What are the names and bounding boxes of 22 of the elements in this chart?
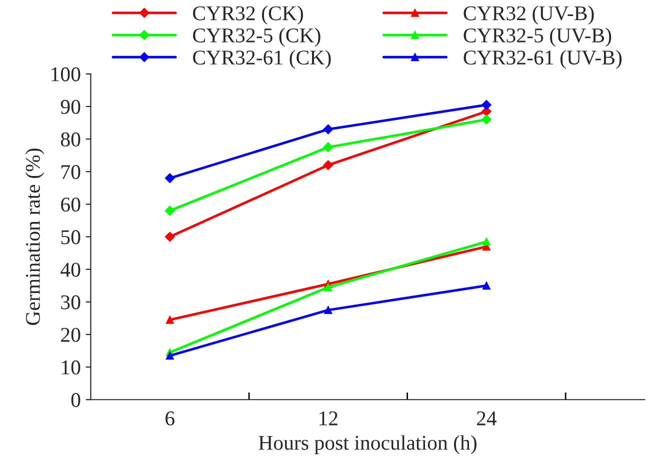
y-tick-label: 50	[61, 230, 80, 244]
y-tick-label: 70	[62, 165, 80, 180]
x-tick-label: 6	[166, 411, 174, 426]
y-axis-title: Germination rate (%)	[25, 148, 44, 325]
legend-label: CYR32 (UV-B)	[464, 6, 594, 25]
y-tick-label: 100	[52, 67, 80, 82]
y-tick-label: 20	[61, 328, 80, 342]
y-tick-label: 0	[71, 393, 80, 408]
y-tick-label: 90	[60, 100, 80, 114]
y-tick-label: 80	[60, 132, 80, 146]
y-tick-label: 60	[61, 198, 80, 212]
legend-label: CYR32-61 (UV-B)	[464, 50, 622, 69]
legend-label: CYR32-5 (UV-B)	[464, 28, 612, 47]
legend-label: CYR32-5 (CK)	[193, 28, 320, 47]
legend-label: CYR32 (CK)	[193, 6, 303, 25]
y-tick-label: 40	[60, 262, 80, 277]
x-tick-label: 24	[476, 411, 497, 426]
x-tick-label: 12	[320, 411, 338, 426]
y-tick-label: 30	[61, 295, 80, 310]
y-tick-label: 10	[62, 360, 80, 374]
x-axis-title: Hours post inoculation (h)	[258, 435, 476, 454]
legend-label: CYR32-61 (CK)	[193, 50, 331, 69]
